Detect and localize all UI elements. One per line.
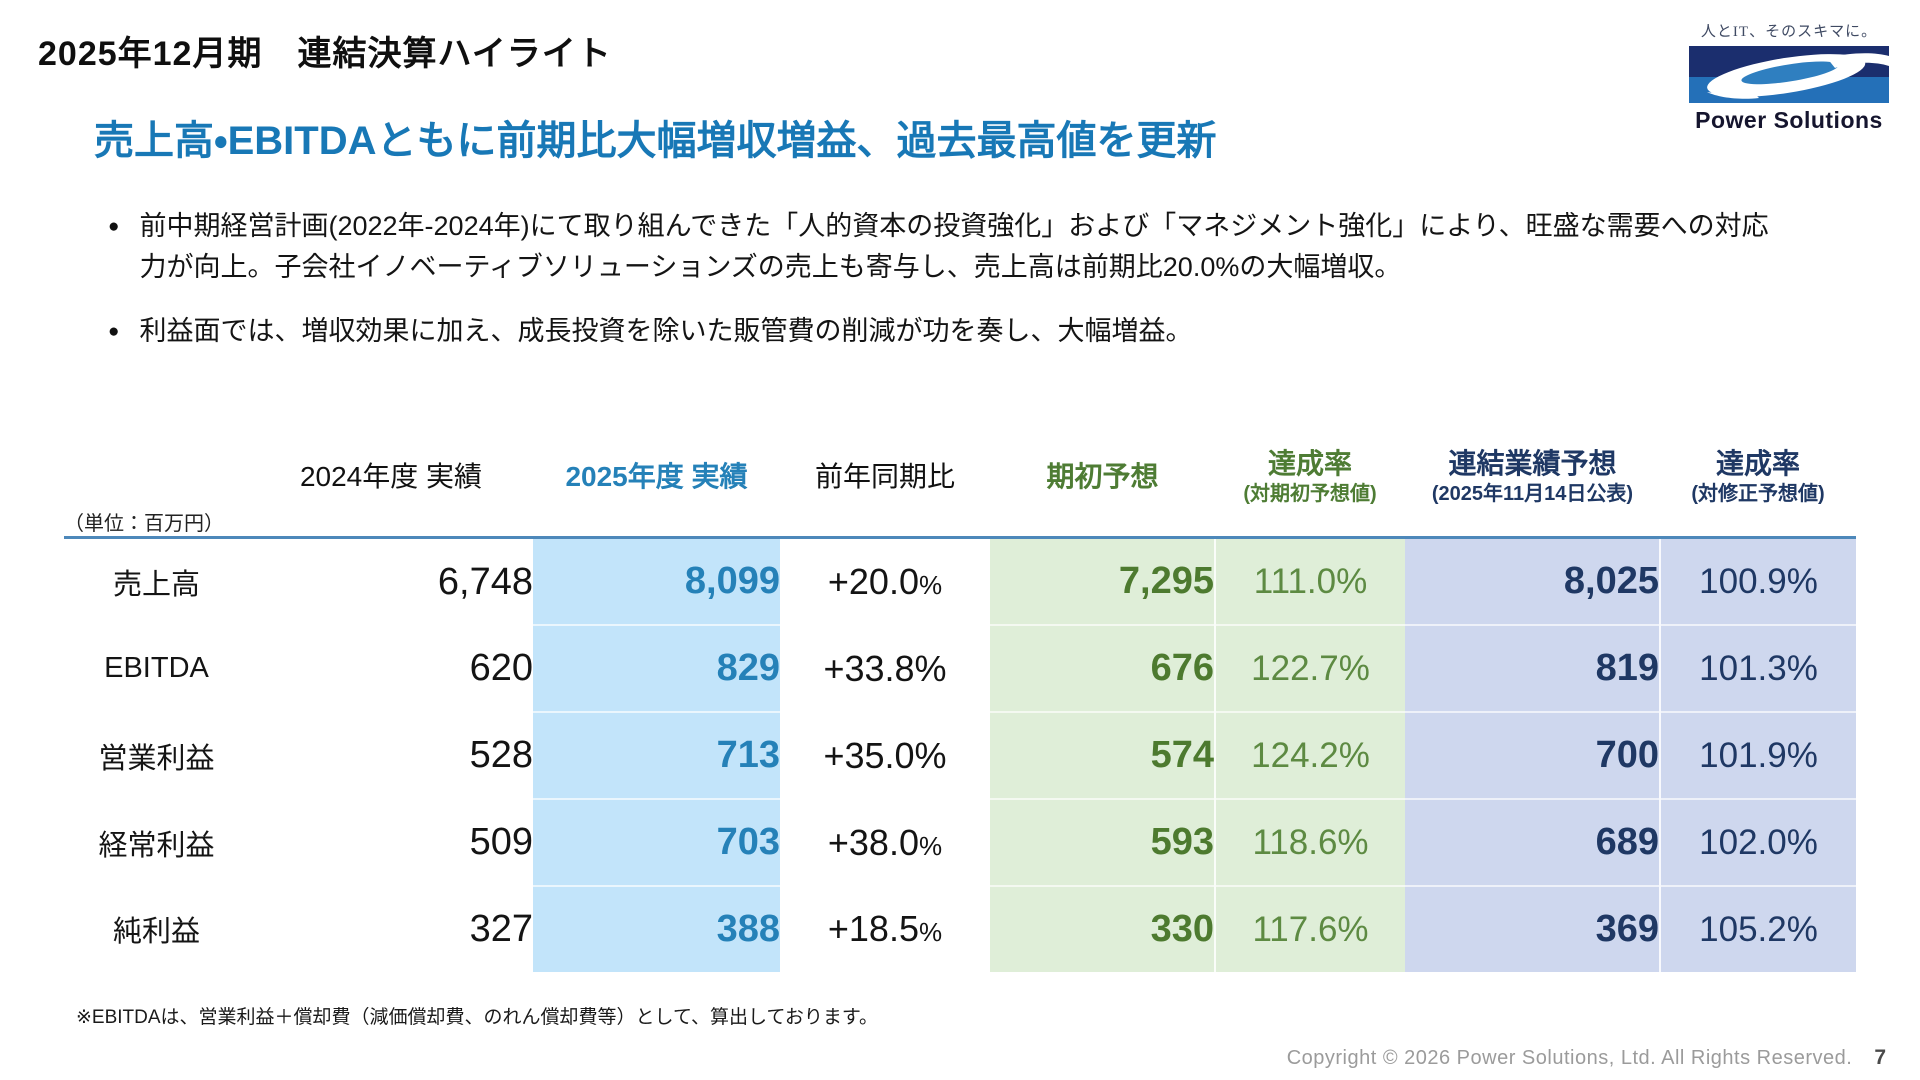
initial-forecast-value: 7,295 (990, 537, 1216, 625)
col-header-achievement-revised: 達成率 (対修正予想値) (1660, 418, 1856, 539)
table-row-operating-income: 営業利益 528 713 +35.0% 574 124.2% 700 101.9… (64, 711, 1856, 799)
bullet-text: 利益面では、増収効果に加え、成長投資を除いた販管費の削減が功を奏し、大幅増益。 (139, 316, 1193, 346)
yoy-value: +35.0% (780, 712, 990, 799)
copyright-text: Copyright © 2026 Power Solutions, Ltd. A… (1286, 1047, 1853, 1069)
table-header-row: （単位：百万円） 2024年度 実績 2025年度 実績 前年同期比 期初予想 … (64, 418, 1856, 539)
fy2025-value: 703 (533, 798, 780, 886)
logo-company-name: Power Solutions (1695, 107, 1883, 133)
fy2024-value: 620 (469, 647, 533, 689)
revised-forecast-value: 8,025 (1405, 537, 1661, 625)
row-label: 純利益 (112, 916, 200, 948)
col-header-fy2025-actual: 2025年度 実績 (533, 418, 780, 539)
percent-sign: % (918, 917, 943, 947)
initial-forecast-value: 676 (990, 624, 1216, 712)
yoy-value: +20.0% (780, 538, 990, 626)
col-header-revised-forecast: 連結業績予想 (2025年11月14日公表) (1405, 418, 1660, 539)
achievement-initial-value: 124.2% (1215, 711, 1405, 799)
bullet-icon: ● (108, 321, 120, 342)
row-label: 経常利益 (98, 829, 215, 862)
revised-forecast-value: 369 (1405, 885, 1661, 972)
revised-forecast-value: 700 (1405, 711, 1661, 799)
fy2025-value: 8,099 (533, 537, 780, 625)
percent-sign: % (918, 570, 943, 600)
row-label: EBITDA (104, 652, 209, 684)
row-label: 売上高 (112, 569, 200, 601)
fy2025-value: 388 (533, 885, 780, 972)
slide-footer: Copyright © 2026 Power Solutions, Ltd. A… (1287, 1046, 1886, 1070)
bullet-icon: ● (108, 216, 120, 237)
page-title: 2025年12月期 連結決算ハイライト (38, 35, 612, 73)
revised-forecast-value: 689 (1405, 798, 1661, 886)
achievement-revised-value: 101.9% (1660, 711, 1856, 799)
col-header-achievement-initial: 達成率 (対期初予想値) (1215, 418, 1405, 539)
achievement-revised-value: 102.0% (1660, 798, 1856, 886)
col-header-initial-forecast: 期初予想 (990, 418, 1215, 539)
logo-tagline: 人とIT、そのスキマに。 (1700, 24, 1878, 40)
bullet-text: 前中期経営計画(2022年-2024年)にて取り組んできた「人的資本の投資強化」… (139, 211, 1769, 282)
achievement-initial-value: 118.6% (1215, 798, 1405, 886)
fy2024-value: 509 (469, 821, 533, 863)
yoy-number: +35.0 (823, 734, 915, 776)
table-row-net-sales: 売上高 6,748 8,099 +20.0% 7,295 111.0% 8,02… (64, 537, 1856, 626)
fy2025-value: 713 (533, 711, 780, 799)
bullet-item: ● 利益面では、増収効果に加え、成長投資を除いた販管費の削減が功を奏し、大幅増益… (108, 311, 1828, 352)
page-number: 7 (1874, 1046, 1886, 1069)
yoy-value: +18.5% (780, 886, 990, 972)
bullet-list: ● 前中期経営計画(2022年-2024年)にて取り組んできた「人的資本の投資強… (108, 206, 1828, 376)
ebitda-footnote: ※EBITDAは、営業利益＋償却費（減価償却費、のれん償却費等）として、算出して… (76, 1007, 878, 1028)
achievement-initial-value: 122.7% (1215, 624, 1405, 712)
col-header-fy2024-actual: 2024年度 実績 (249, 418, 533, 539)
fy2025-value: 829 (533, 624, 780, 712)
achievement-revised-value: 105.2% (1660, 885, 1856, 972)
power-solutions-logo-icon (1689, 46, 1889, 103)
achievement-revised-value: 101.3% (1660, 624, 1856, 712)
yoy-value: +38.0% (780, 799, 990, 886)
table-row-net-income: 純利益 327 388 +18.5% 330 117.6% 369 105.2% (64, 885, 1856, 972)
fy2024-value: 6,748 (437, 560, 533, 603)
table-row-ebitda: EBITDA 620 829 +33.8% 676 122.7% 819 101… (64, 624, 1856, 712)
unit-note: （単位：百万円） (64, 418, 249, 539)
initial-forecast-value: 574 (990, 711, 1216, 799)
achievement-revised-value: 100.9% (1660, 537, 1856, 625)
yoy-number: +33.8 (823, 647, 915, 689)
achievement-initial-value: 111.0% (1215, 537, 1405, 625)
initial-forecast-value: 593 (990, 798, 1216, 886)
bullet-item: ● 前中期経営計画(2022年-2024年)にて取り組んできた「人的資本の投資強… (108, 206, 1828, 287)
percent-sign: % (918, 830, 943, 861)
yoy-number: +38.0 (827, 821, 919, 863)
percent-sign: % (914, 647, 947, 689)
achievement-initial-value: 117.6% (1215, 885, 1405, 972)
initial-forecast-value: 330 (990, 885, 1216, 972)
yoy-number: +18.5 (827, 908, 919, 949)
slide-headline: 売上高・EBITDAともに前期比大幅増収増益、過去最高値を更新 (94, 119, 1217, 163)
financial-highlights-table: （単位：百万円） 2024年度 実績 2025年度 実績 前年同期比 期初予想 … (64, 418, 1856, 972)
col-header-yoy: 前年同期比 (780, 418, 990, 539)
yoy-value: +33.8% (780, 625, 990, 712)
company-logo: 人とIT、そのスキマに。 Power Solutions (1686, 20, 1892, 134)
percent-sign: % (914, 734, 947, 776)
row-label: 営業利益 (98, 742, 215, 775)
yoy-number: +20.0 (827, 561, 919, 602)
fy2024-value: 327 (469, 907, 533, 950)
fy2024-value: 528 (469, 734, 533, 776)
table-row-ordinary-income: 経常利益 509 703 +38.0% 593 118.6% 689 102.0… (64, 798, 1856, 886)
revised-forecast-value: 819 (1405, 624, 1661, 712)
